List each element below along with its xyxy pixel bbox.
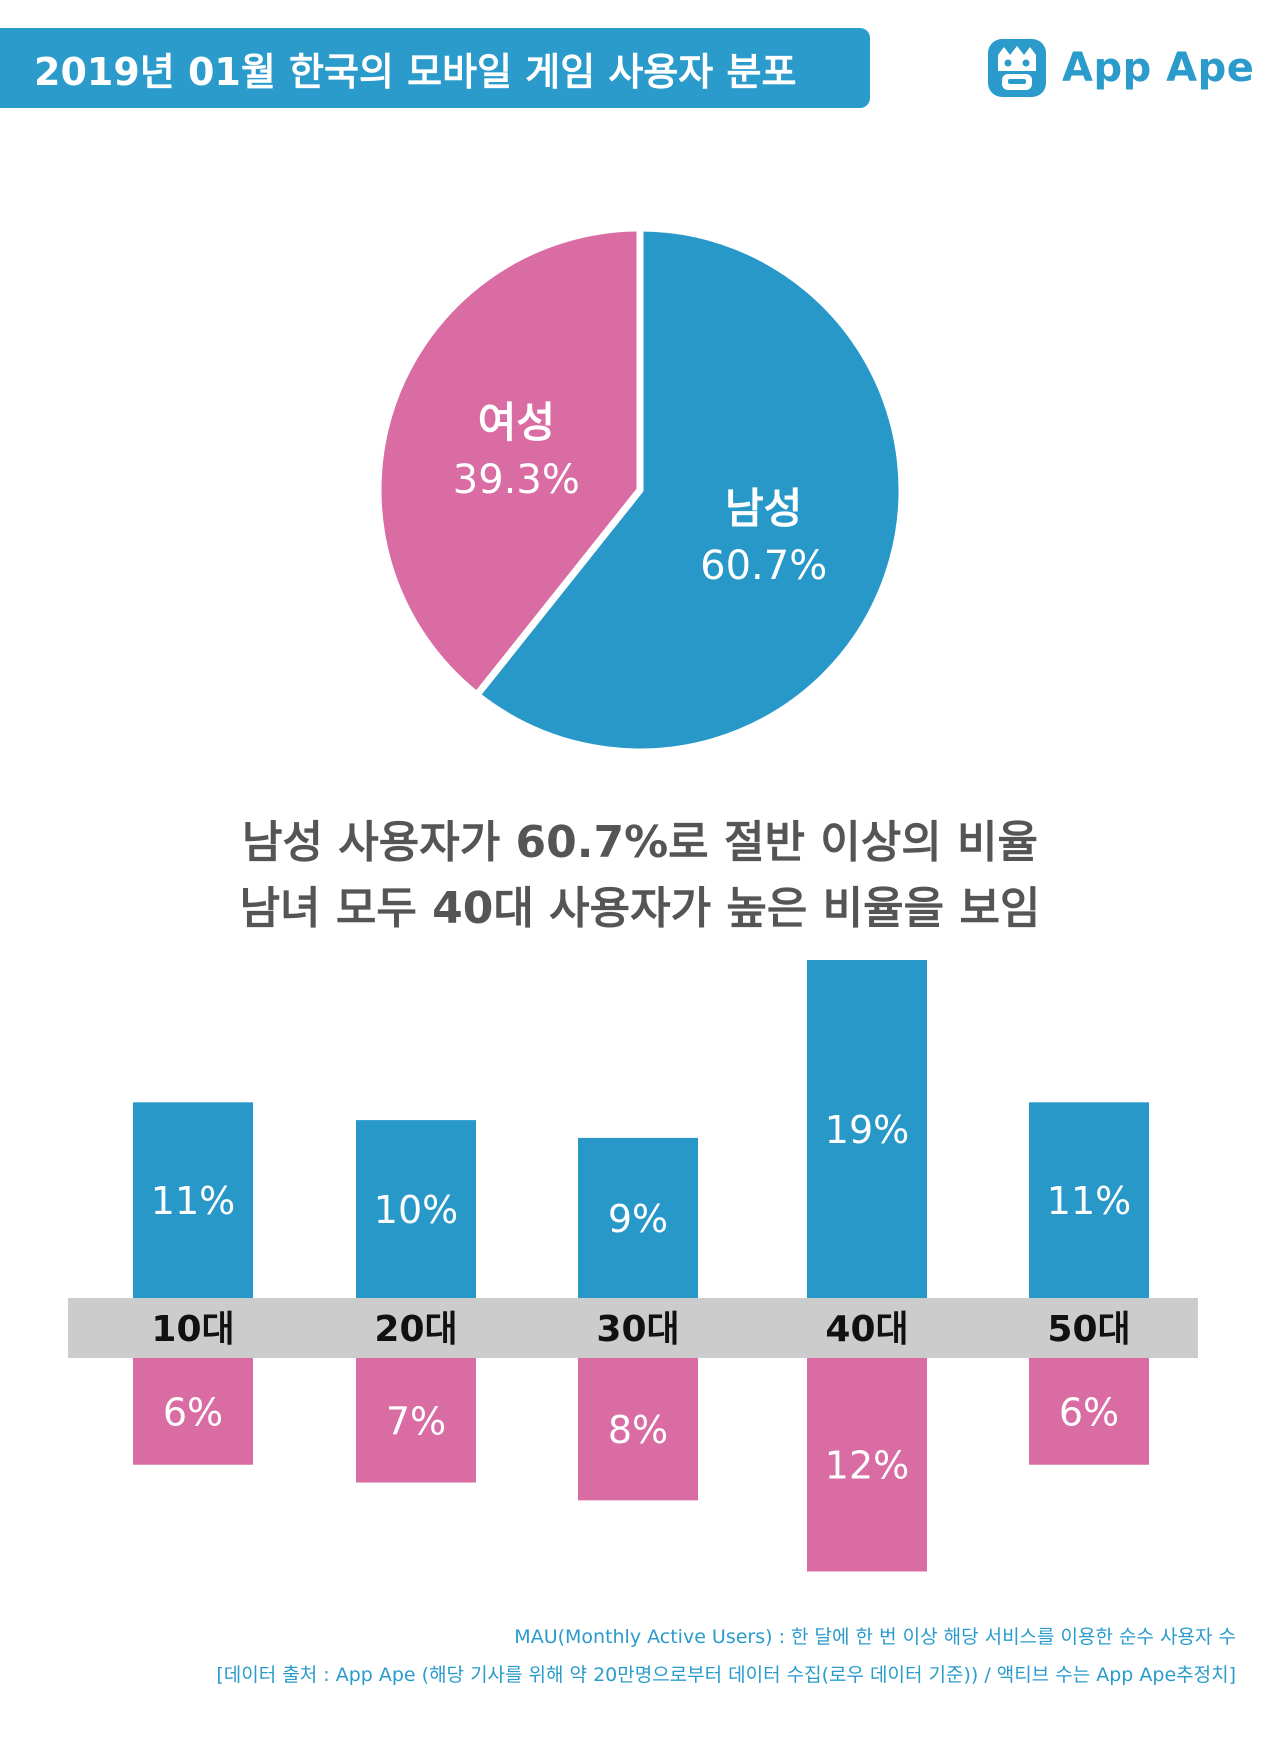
bar-male-label-1: 10% [374,1188,458,1232]
bar-female-4 [1029,1358,1149,1465]
gender-pie-chart: 남성 60.7% 여성 39.3% [374,224,906,756]
footnote-source: [데이터 출처 : App Ape (해당 기사를 위해 약 20만명으로부터 … [216,1664,1236,1686]
bar-male-0 [133,1102,253,1298]
age-category-label-3: 40대 [825,1309,908,1350]
bar-male-3 [807,960,927,1298]
pie-slice-label-1: 여성 [478,398,555,447]
pie-slice-1 [374,224,644,699]
age-category-label-2: 30대 [596,1309,679,1350]
age-axis-band [68,1298,1198,1358]
bar-male-1 [356,1120,476,1298]
age-category-label-0: 10대 [151,1309,234,1350]
bar-female-1 [356,1358,476,1483]
ape-face-icon [988,39,1046,97]
bar-female-label-2: 8% [608,1408,668,1452]
bar-female-0 [133,1358,253,1465]
bar-female-label-4: 6% [1059,1390,1119,1434]
logo-text: App Ape [1062,45,1255,91]
pie-slice-value-0: 60.7% [700,543,827,589]
bar-male-2 [578,1137,698,1298]
pie-slice-label-0: 남성 [725,484,802,533]
headline-line-2: 남녀 모두 40대 사용자가 높은 비율을 보임 [239,883,1041,934]
bar-female-label-3: 12% [825,1444,909,1488]
age-category-label-4: 50대 [1047,1309,1130,1350]
bar-male-label-2: 9% [608,1197,668,1241]
bar-male-4 [1029,1102,1149,1298]
bar-female-label-0: 6% [163,1390,223,1434]
bar-female-2 [578,1358,698,1501]
bar-female-3 [807,1358,927,1572]
pie-slice-value-1: 39.3% [453,457,580,503]
page-title: 2019년 01월 한국의 모바일 게임 사용자 분포 [0,28,870,108]
age-bar-chart: 11% 6% 10대 10% 7% 20대 9% 8% 30대 19% 12% 40대 11% 6% 50대 [68,960,1198,1572]
bar-male-label-3: 19% [825,1108,909,1152]
age-category-label-1: 20대 [374,1309,457,1350]
headline-line-1: 남성 사용자가 60.7%로 절반 이상의 비율 [242,817,1038,868]
bar-male-label-4: 11% [1047,1179,1131,1223]
footnote-mau: MAU(Monthly Active Users) : 한 달에 한 번 이상 … [514,1626,1236,1648]
bar-male-label-0: 11% [151,1179,235,1223]
bar-female-label-1: 7% [386,1399,446,1443]
app-ape-logo: App Ape [986,28,1254,108]
pie-slice-0 [473,224,906,756]
